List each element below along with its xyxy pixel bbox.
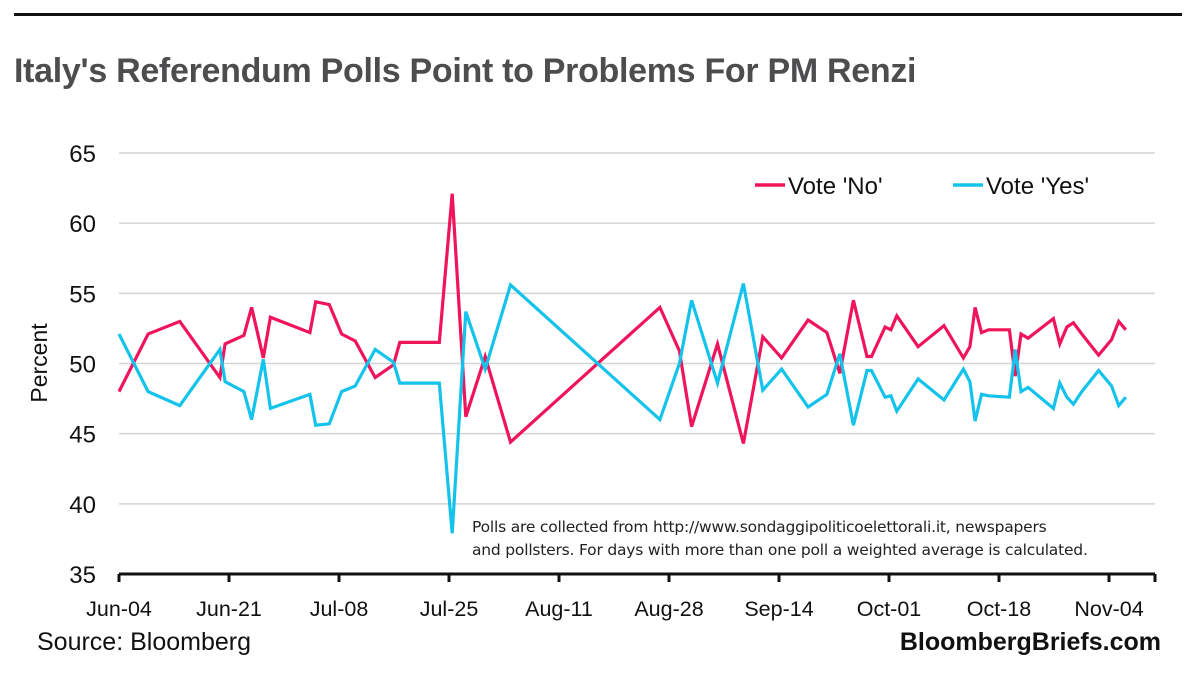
chart-note: Polls are collected from http://www.sond…	[472, 516, 1088, 562]
x-tick-label: Oct-18	[967, 597, 1032, 621]
x-tick-label: Jun-04	[86, 597, 152, 621]
y-tick-label: 55	[69, 281, 96, 308]
x-tick-label: Jul-08	[310, 597, 369, 621]
y-tick-label: 35	[69, 562, 96, 589]
brand-label: BloombergBriefs.com	[899, 628, 1161, 656]
top-rule	[14, 13, 1182, 16]
y-tick-label: 45	[69, 422, 96, 449]
x-tick-label: Nov-04	[1074, 597, 1143, 621]
x-tick-label: Jul-25	[420, 597, 479, 621]
x-tick-label: Sep-14	[744, 597, 813, 621]
y-tick-label: 40	[69, 492, 96, 519]
source-label: Source: Bloomberg	[37, 628, 252, 656]
note-line-1: Polls are collected from http://www.sond…	[472, 518, 1047, 536]
legend-label: Vote 'Yes'	[986, 173, 1089, 200]
series-line-no	[117, 193, 1128, 445]
y-axis-label: Percent	[26, 323, 52, 403]
legend-label: Vote 'No'	[788, 173, 883, 200]
x-tick-label: Aug-28	[634, 597, 703, 621]
chart-title: Italy's Referendum Polls Point to Proble…	[14, 52, 917, 90]
y-tick-label: 60	[69, 211, 96, 238]
note-line-2: and pollsters. For days with more than o…	[472, 541, 1088, 559]
y-tick-label: 65	[69, 141, 96, 168]
x-tick-label: Oct-01	[857, 597, 922, 621]
x-tick-label: Aug-11	[525, 597, 593, 621]
series-line-yes	[117, 282, 1128, 534]
y-tick-label: 50	[69, 352, 96, 379]
x-tick-label: Jun-21	[196, 597, 262, 621]
